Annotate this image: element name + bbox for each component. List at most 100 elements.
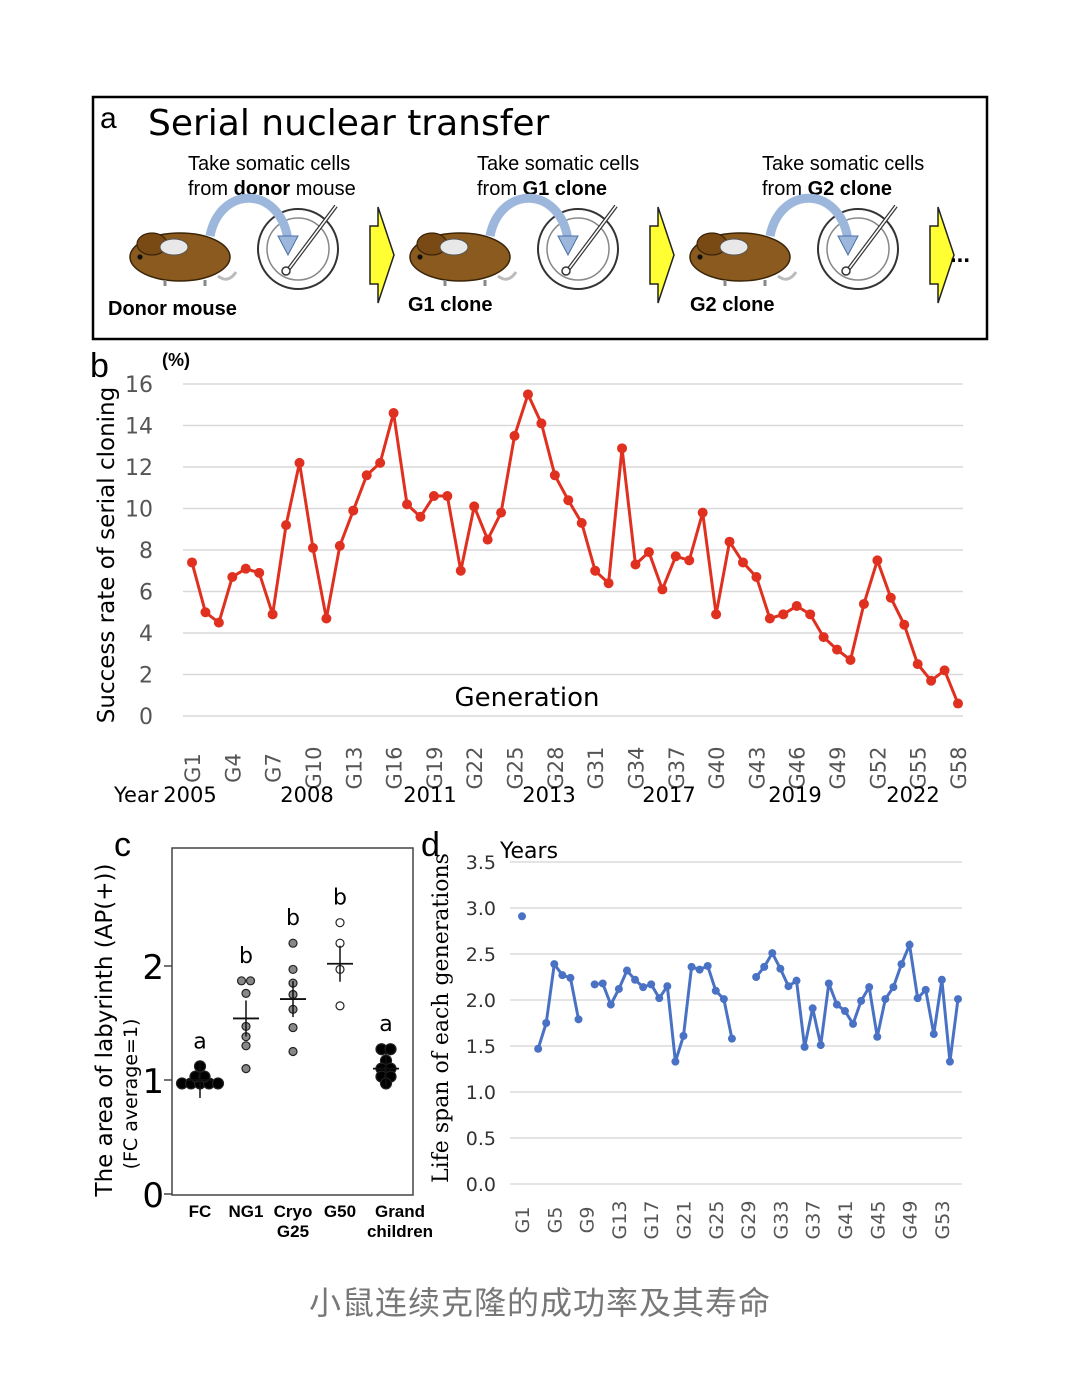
y-tick-label: 8 [139, 539, 153, 564]
data-point [442, 491, 453, 502]
data-point [348, 505, 359, 516]
year-tick-label: 2022 [886, 783, 939, 807]
data-point [643, 547, 654, 558]
data-point [873, 1032, 882, 1041]
data-point [455, 565, 466, 576]
x-tick-label: G53 [932, 1201, 954, 1240]
data-point [778, 609, 789, 620]
data-point [671, 1057, 680, 1066]
x-tick-label: G55 [907, 747, 931, 790]
step-0: Take somatic cells from donor mouse Donor … [108, 153, 395, 320]
category-label: G50 [324, 1202, 356, 1221]
data-point [724, 536, 735, 547]
x-tick-label: G1 [512, 1207, 534, 1234]
y-tick-label: 1.5 [466, 1036, 496, 1058]
mouse-label: G1 clone [408, 294, 492, 316]
y-tick-label: 2.5 [466, 944, 496, 966]
y-tick-label: 2 [139, 664, 153, 689]
data-point [590, 980, 599, 989]
data-point [598, 979, 607, 988]
y-unit-label: Years [499, 839, 558, 864]
data-point [768, 949, 777, 958]
year-label: Year [113, 783, 159, 807]
data-point [926, 675, 937, 686]
mouse-eye-icon [137, 254, 143, 260]
x-tick-label: G28 [544, 747, 568, 790]
category-label: FC [189, 1202, 212, 1221]
data-point [375, 457, 386, 468]
data-point [542, 1019, 551, 1027]
x-tick-label: G25 [504, 747, 528, 790]
y-tick-label: 1.0 [466, 1082, 496, 1104]
year-tick-label: 2005 [163, 783, 216, 807]
data-point [415, 511, 426, 522]
data-point [703, 961, 712, 970]
data-point [482, 534, 493, 545]
data-point [929, 1030, 938, 1039]
data-point [428, 491, 439, 502]
step-instruction-line2: from donor mouse [188, 178, 356, 200]
petri-dish-inner [546, 217, 610, 281]
data-point [764, 613, 775, 624]
panel-a: a Serial nuclear transfer Take somatic c… [91, 95, 989, 341]
data-point [518, 912, 526, 921]
y-tick-label: 6 [139, 581, 153, 606]
plot-frame [171, 847, 414, 1196]
data-point [294, 457, 305, 468]
data-point [905, 940, 914, 949]
data-point [857, 996, 866, 1005]
yellow-arrow-icon [369, 206, 395, 304]
x-tick-label: G33 [770, 1201, 792, 1240]
data-point [288, 938, 298, 948]
cell-icon [841, 266, 851, 276]
data-point [550, 960, 559, 969]
panel-d: d 0.0 0.5 1.0 1.5 2.0 2.5 3.0 3.5 Years Life span… [421, 826, 962, 1239]
data-point [679, 1031, 688, 1040]
data-point [522, 389, 533, 400]
x-tick-label: G1 [181, 753, 205, 783]
panel-a-frame [91, 95, 989, 341]
data-point [808, 1004, 817, 1013]
x-tick-label: G17 [641, 1201, 663, 1240]
x-tick-label: G5 [544, 1207, 566, 1234]
data-point [885, 592, 896, 603]
curved-arrow-icon [205, 193, 293, 241]
year-tick-label: 2013 [522, 783, 575, 807]
data-point [953, 698, 963, 709]
cell-icon [281, 266, 291, 276]
data-point [824, 979, 833, 988]
data-point [227, 571, 238, 582]
data-point [684, 555, 695, 566]
data-point [563, 495, 574, 506]
step-instruction-line1: Take somatic cells [188, 153, 350, 175]
y-tick-label: 16 [125, 373, 153, 398]
data-point [469, 501, 480, 512]
x-tick-label: G37 [803, 1201, 825, 1240]
y-axis-title: The area of labyrinth (AP(+)) [92, 864, 118, 1198]
data-point [939, 665, 950, 676]
data-point [840, 1007, 849, 1016]
data-point [606, 1000, 615, 1009]
data-point [881, 995, 890, 1004]
step-instruction-line1: Take somatic cells [477, 153, 639, 175]
figure-caption: 小鼠连续克隆的成功率及其寿命 [308, 1284, 771, 1322]
mouse-patch [159, 238, 189, 256]
data-point [670, 551, 681, 562]
x-tick-label: G58 [947, 747, 971, 790]
y-tick-label: 2 [142, 948, 164, 988]
data-point [631, 975, 640, 984]
x-tick-label: G52 [866, 747, 890, 790]
mouse-tail-icon [497, 271, 518, 281]
step-1: Take somatic cells from G1 clone G1 clone [408, 153, 675, 316]
data-point [281, 520, 292, 531]
data-point [697, 507, 708, 518]
data-point [913, 994, 922, 1003]
data-point [719, 995, 728, 1004]
data-point [622, 966, 631, 975]
step-2: Take somatic cells from G2 clone G2 clone [689, 153, 955, 316]
data-point [647, 980, 656, 989]
data-point [603, 578, 614, 589]
data-point [858, 598, 869, 609]
mouse-patch [439, 238, 469, 256]
